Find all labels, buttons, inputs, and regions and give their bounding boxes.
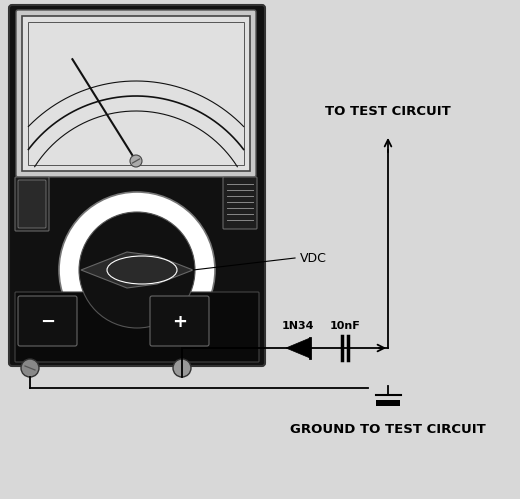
- Text: GROUND TO TEST CIRCUIT: GROUND TO TEST CIRCUIT: [290, 423, 486, 436]
- FancyBboxPatch shape: [150, 296, 209, 346]
- Text: TO TEST CIRCUIT: TO TEST CIRCUIT: [325, 105, 451, 118]
- Text: +: +: [172, 313, 187, 331]
- Circle shape: [173, 359, 191, 377]
- Polygon shape: [81, 252, 193, 288]
- FancyBboxPatch shape: [15, 177, 49, 231]
- FancyBboxPatch shape: [223, 177, 257, 229]
- FancyBboxPatch shape: [16, 10, 256, 177]
- Bar: [22, 16, 250, 171]
- Bar: [28, 22, 244, 165]
- Circle shape: [59, 192, 215, 348]
- FancyBboxPatch shape: [376, 400, 400, 406]
- Text: 10nF: 10nF: [330, 321, 360, 331]
- FancyBboxPatch shape: [9, 5, 265, 366]
- Text: VDC: VDC: [300, 251, 327, 264]
- Circle shape: [21, 359, 39, 377]
- Circle shape: [130, 155, 142, 167]
- FancyBboxPatch shape: [18, 180, 46, 228]
- Polygon shape: [286, 338, 310, 358]
- FancyBboxPatch shape: [15, 292, 259, 362]
- Text: 1N34: 1N34: [282, 321, 314, 331]
- Text: −: −: [40, 313, 55, 331]
- FancyBboxPatch shape: [18, 296, 77, 346]
- Circle shape: [79, 212, 195, 328]
